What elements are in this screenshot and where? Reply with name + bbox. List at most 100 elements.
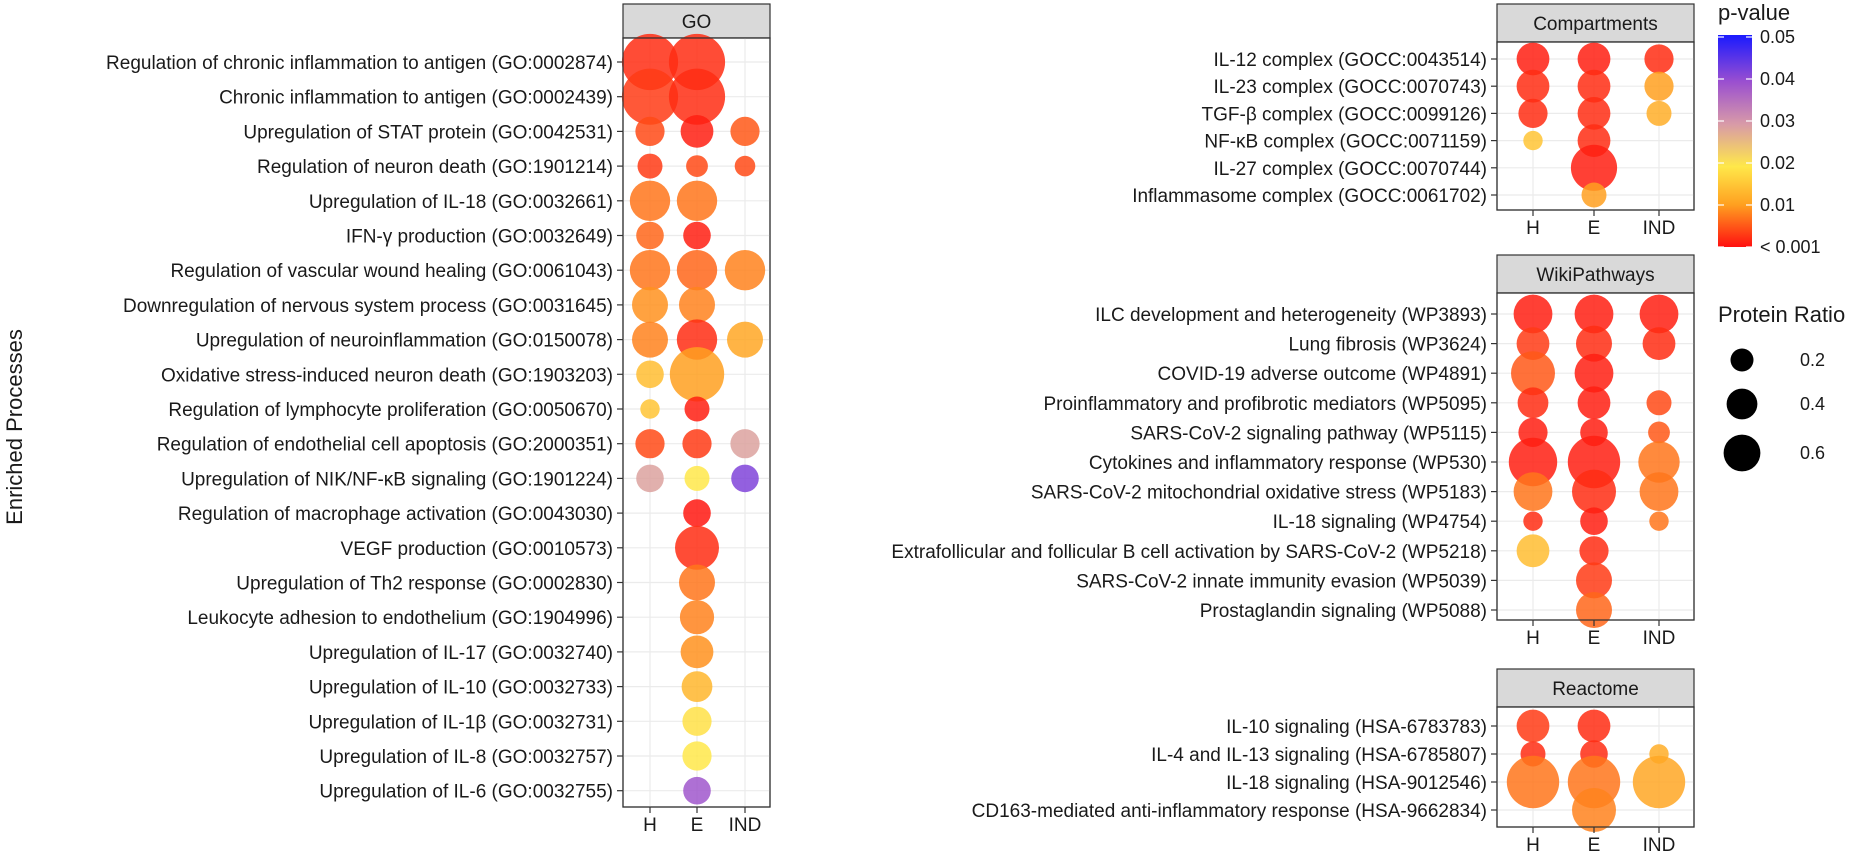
x-tick-label: E [1588, 835, 1601, 854]
x-tick-label: IND [729, 815, 762, 836]
color-legend-label: 0.04 [1760, 69, 1795, 89]
x-tick-label: IND [1643, 218, 1676, 239]
panel-strip-label: GO [682, 12, 712, 33]
panel-strip [1496, 668, 1695, 708]
term-label: IL-27 complex (GOCC:0070744) [1213, 159, 1487, 180]
term-label: Upregulation of Th2 response (GO:0002830… [236, 574, 613, 595]
term-label: Regulation of neuron death (GO:1901214) [257, 157, 613, 178]
y-axis-title: Enriched Processes [2, 329, 27, 525]
data-point [640, 399, 660, 419]
data-point [1639, 294, 1679, 334]
data-point [1516, 534, 1550, 568]
term-label: Prostaglandin signaling (WP5088) [1200, 601, 1487, 622]
x-tick-label: E [1588, 218, 1601, 239]
data-point [1516, 42, 1550, 76]
term-label: IL-10 signaling (HSA-6783783) [1226, 717, 1487, 738]
x-tick-label: E [691, 815, 704, 836]
data-point [1506, 755, 1560, 809]
panel-border [1496, 41, 1695, 211]
data-point [731, 464, 759, 493]
data-point [679, 600, 715, 635]
term-label: Proinflammatory and profibrotic mediator… [1043, 394, 1487, 415]
term-label: Oxidative stress-induced neuron death (G… [161, 365, 613, 386]
panel-border [1496, 292, 1695, 621]
data-point [1517, 387, 1549, 419]
term-label: Regulation of macrophage activation (GO:… [178, 504, 613, 525]
data-point [1570, 144, 1618, 191]
data-point [682, 429, 712, 459]
panel-strip-label: Reactome [1552, 679, 1639, 700]
data-point [635, 116, 665, 146]
data-point [669, 347, 725, 402]
data-point [621, 68, 679, 125]
data-point [681, 671, 713, 702]
term-label: SARS-CoV-2 mitochondrial oxidative stres… [1031, 483, 1487, 504]
panel-strip [622, 3, 771, 39]
panel-strip-label: Compartments [1533, 14, 1658, 35]
color-legend-label: 0.03 [1760, 111, 1795, 131]
x-tick-label: IND [1643, 835, 1676, 854]
data-point [1518, 98, 1548, 128]
data-point [730, 429, 760, 459]
x-tick-label: H [643, 815, 657, 836]
color-legend-label: 0.02 [1760, 153, 1795, 173]
term-label: SARS-CoV-2 signaling pathway (WP5115) [1130, 423, 1487, 444]
color-legend-label: 0.01 [1760, 195, 1795, 215]
data-point [675, 525, 719, 570]
size-legend-label: 0.6 [1800, 443, 1825, 463]
term-label: Extrafollicular and follicular B cell ac… [891, 542, 1487, 563]
data-point [1572, 788, 1616, 832]
data-point [1516, 69, 1550, 103]
data-point [683, 221, 711, 250]
term-label: Regulation of vascular wound healing (GO… [170, 261, 613, 282]
term-label: IL-18 signaling (HSA-9012546) [1226, 773, 1487, 794]
term-label: ILC development and heterogeneity (WP389… [1095, 305, 1487, 326]
data-point [1632, 755, 1686, 809]
data-point [632, 286, 668, 323]
x-tick-label: E [1588, 628, 1601, 649]
term-label: TGF-β complex (GOCC:0099126) [1202, 104, 1487, 125]
data-point [668, 68, 726, 125]
data-point [629, 250, 671, 291]
data-point [682, 741, 712, 771]
term-label: NF-κB complex (GOCC:0071159) [1204, 132, 1487, 153]
panel-border [1496, 706, 1695, 828]
data-point [629, 180, 671, 221]
term-label: IL-12 complex (GOCC:0043514) [1213, 50, 1487, 71]
panel-reactome: Reactome IL-10 signaling (HSA-6783783) IL-… [972, 668, 1695, 854]
term-label: IL-4 and IL-13 signaling (HSA-6785807) [1151, 745, 1487, 766]
panel-compartments: Compartments IL-12 complex (GOCC:0043514)… [1132, 3, 1695, 239]
data-point [1574, 353, 1614, 393]
term-label: Upregulation of IL-10 (GO:0032733) [309, 678, 613, 699]
data-point [636, 464, 664, 493]
data-point [1577, 709, 1611, 743]
color-legend-label: 0.05 [1760, 27, 1795, 47]
term-label: Chronic inflammation to antigen (GO:0002… [219, 88, 613, 109]
data-point [679, 286, 715, 323]
x-tick-label: H [1526, 628, 1540, 649]
data-point [724, 250, 766, 291]
term-label: Upregulation of IL-8 (GO:0032757) [319, 747, 613, 768]
data-point [684, 396, 710, 422]
data-point [1511, 351, 1555, 396]
term-label: IL-18 signaling (WP4754) [1273, 512, 1487, 533]
data-point [734, 155, 756, 177]
term-label: IL-23 complex (GOCC:0070743) [1213, 77, 1487, 98]
data-point [1577, 386, 1611, 420]
term-label: Leukocyte adhesion to endothelium (GO:19… [187, 608, 613, 629]
data-point [1577, 69, 1611, 103]
term-label: Inflammasome complex (GOCC:0061702) [1132, 186, 1487, 207]
term-label: Upregulation of IL-1β (GO:0032731) [308, 712, 613, 733]
data-point [1646, 100, 1672, 126]
size-legend-dot [1726, 388, 1758, 420]
data-point [1508, 437, 1558, 487]
panel-go: GO Regulation of chronic inflammation to … [106, 3, 771, 836]
data-point [1572, 469, 1616, 514]
term-label: Regulation of endothelial cell apoptosis… [157, 435, 613, 456]
color-legend-label: < 0.001 [1760, 237, 1821, 257]
data-point [1638, 441, 1680, 483]
term-label: Upregulation of IL-18 (GO:0032661) [309, 192, 613, 213]
term-label: SARS-CoV-2 innate immunity evasion (WP50… [1076, 571, 1487, 592]
data-point [1581, 182, 1607, 208]
